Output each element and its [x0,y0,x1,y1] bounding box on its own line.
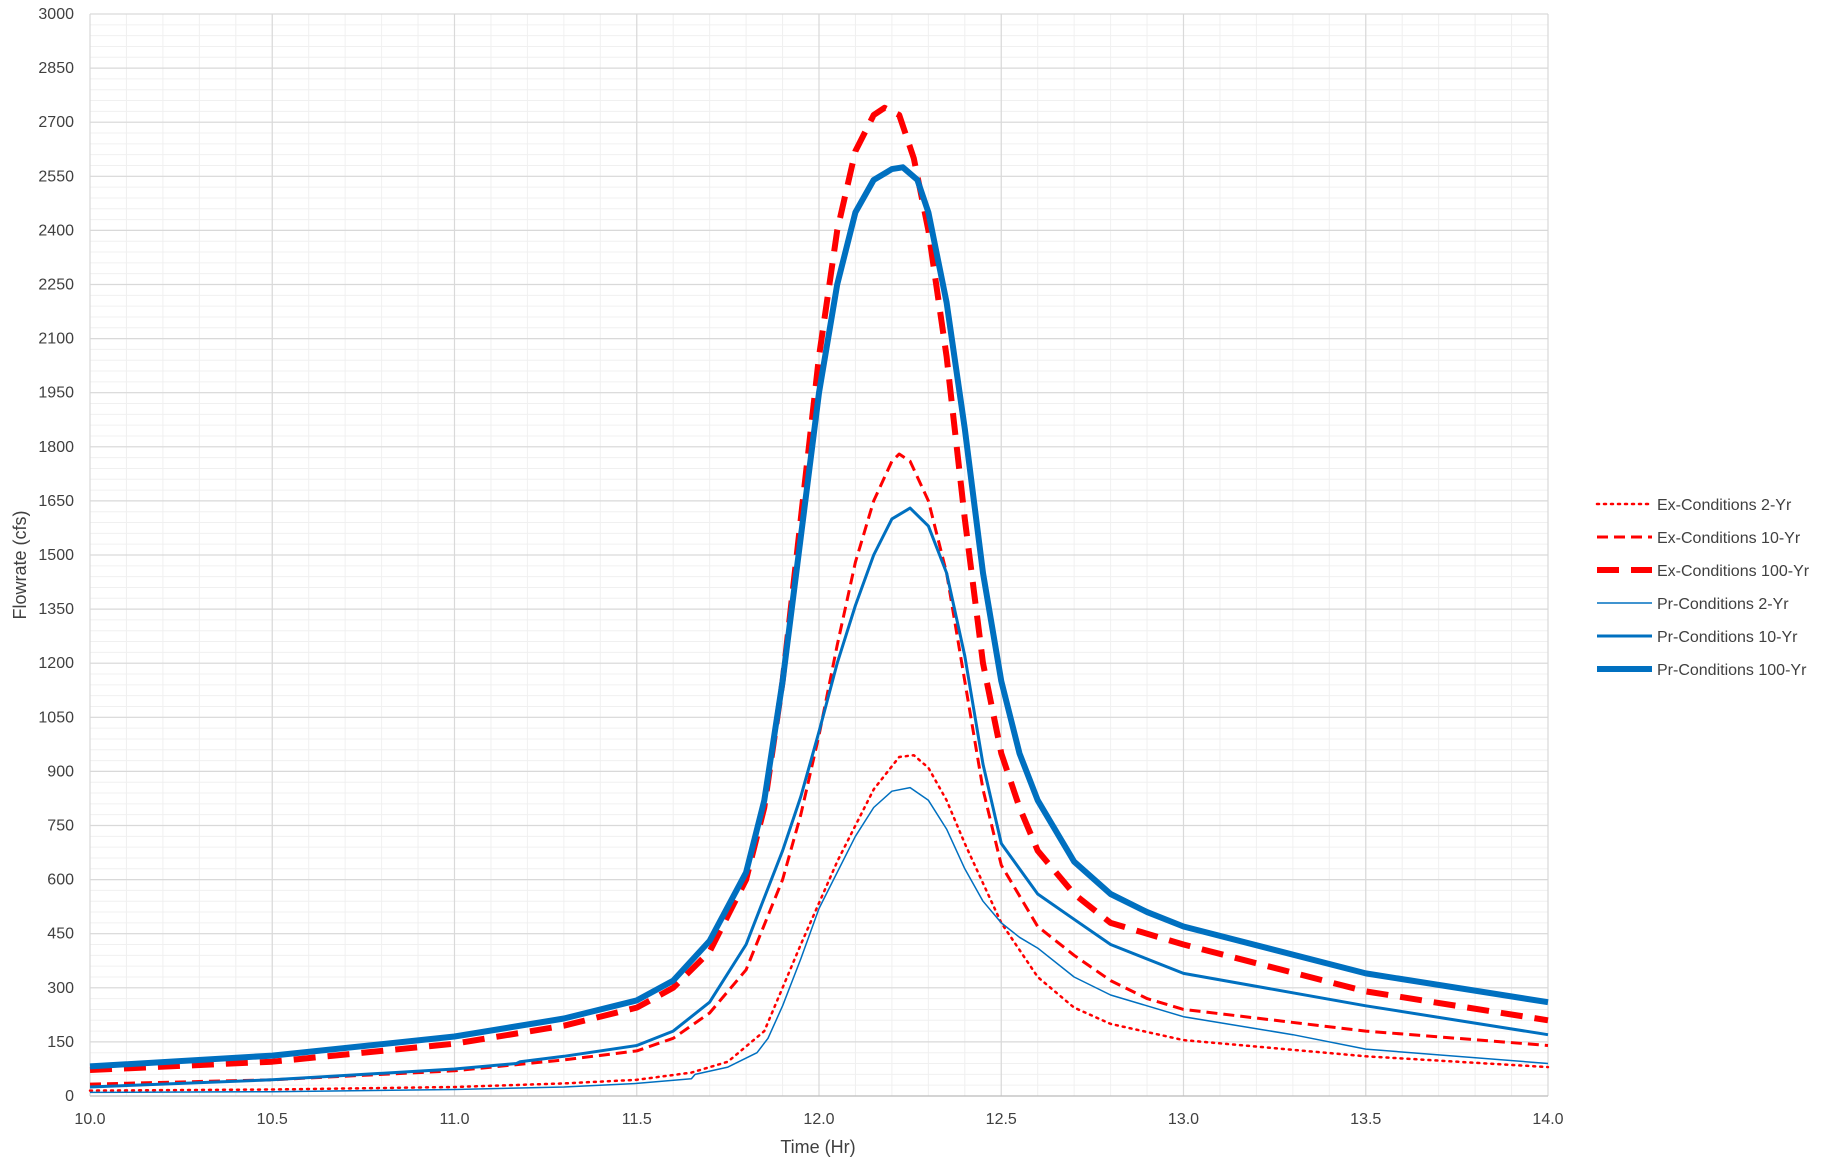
y-axis-title: Flowrate (cfs) [10,510,30,619]
series-line-6 [89,164,1549,1070]
y-axis-ticks: 0 150 300 450 600 750 900 1050 1200 1350 1500 1650 1… [38,6,74,1105]
y-tick-label: 3000 [38,6,74,23]
legend-label-2: Ex-Conditions 10-Yr [1657,530,1801,547]
y-tick-label: 1950 [38,385,74,402]
legend-label-1: Ex-Conditions 2-Yr [1657,497,1792,514]
y-tick-label: 750 [47,818,74,835]
y-tick-label: 900 [47,763,74,780]
legend-label-4: Pr-Conditions 2-Yr [1657,596,1789,613]
x-tick-label: 10.5 [257,1111,288,1128]
legend-label-6: Pr-Conditions 100-Yr [1657,662,1807,679]
y-tick-label: 2100 [38,331,74,348]
x-tick-label: 12.5 [986,1111,1017,1128]
y-tick-label: 1200 [38,655,74,672]
x-axis-ticks: 10.0 10.5 11.0 11.5 12.0 12.5 13.0 13.5 14.0 [74,1111,1563,1128]
y-tick-label: 450 [47,926,74,943]
series-line-1 [88,753,1550,1092]
y-tick-label: 1650 [38,493,74,510]
series-line-3 [89,104,1549,1073]
y-tick-label: 2400 [38,222,74,239]
x-tick-label: 11.5 [622,1111,652,1128]
grid [89,13,1549,1097]
x-tick-label: 11.0 [440,1111,470,1128]
x-tick-label: 14.0 [1532,1111,1563,1128]
y-tick-label: 150 [47,1034,74,1051]
y-tick-label: 2250 [38,277,74,294]
legend: Ex-Conditions 2-Yr Ex-Conditions 10-Yr Ex-… [1595,497,1810,679]
y-tick-label: 0 [65,1088,74,1105]
x-tick-label: 10.0 [74,1111,105,1128]
legend-label-3: Ex-Conditions 100-Yr [1657,563,1810,580]
x-tick-label: 13.5 [1350,1111,1381,1128]
x-tick-label: 13.0 [1168,1111,1199,1128]
y-tick-label: 2850 [38,60,74,77]
y-tick-label: 2550 [38,168,74,185]
y-tick-label: 1350 [38,601,74,618]
x-axis-title: Time (Hr) [780,1137,855,1157]
y-tick-label: 2700 [38,114,74,131]
series-line-4 [89,786,1549,1094]
y-tick-label: 1500 [38,547,74,564]
y-tick-label: 1800 [38,439,74,456]
y-tick-label: 300 [47,980,74,997]
series-line-2 [89,452,1549,1086]
legend-label-5: Pr-Conditions 10-Yr [1657,629,1798,646]
y-tick-label: 1050 [38,709,74,726]
x-tick-label: 12.0 [803,1111,834,1128]
series-lines [88,104,1550,1094]
series-line-5 [89,506,1549,1089]
y-tick-label: 600 [47,872,74,889]
